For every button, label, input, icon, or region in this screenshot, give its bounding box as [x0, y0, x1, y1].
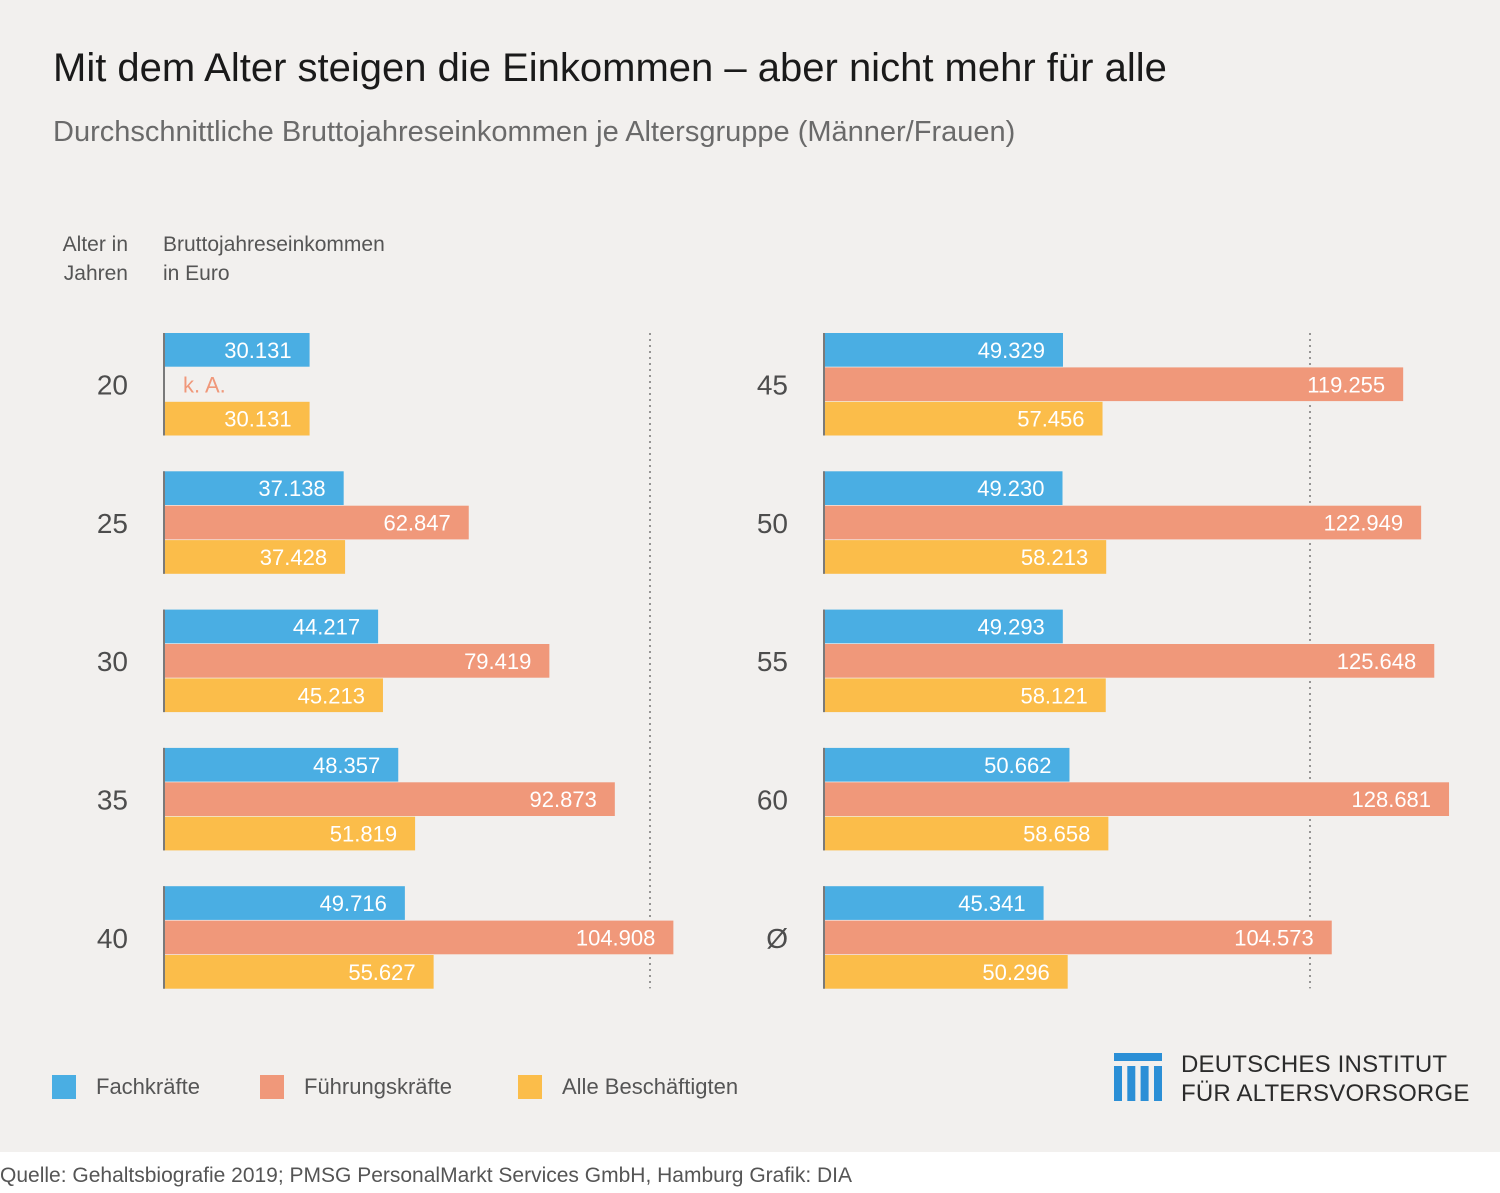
bar-55-1	[823, 644, 1435, 678]
dia-logo-icon	[1114, 1053, 1162, 1101]
income-axis-header: Bruttojahreseinkommen in Euro	[163, 230, 463, 288]
bar-20-2	[163, 401, 310, 436]
value-label: 37.428	[260, 545, 327, 570]
age-label-25: 25	[97, 508, 128, 539]
bar-40-2	[163, 955, 434, 989]
bar-Ø-1	[823, 920, 1332, 955]
chart-subtitle: Durchschnittliche Bruttojahreseinkommen …	[53, 116, 1016, 148]
value-label: 92.873	[530, 787, 597, 812]
value-label: 58.658	[1023, 822, 1090, 847]
value-label: 122.949	[1324, 511, 1404, 536]
legend-item-alle: Alle Beschäftigten	[518, 1074, 738, 1100]
value-label: 49.293	[978, 614, 1045, 639]
age-label-50: 50	[757, 508, 788, 539]
legend-label-fuehrungskraefte: Führungskräfte	[304, 1074, 452, 1099]
bar-30-0	[163, 609, 379, 644]
value-label: 49.716	[320, 891, 387, 916]
bar-40-0	[163, 886, 405, 920]
dia-logo-text: DEUTSCHES INSTITUT FÜR ALTERSVORSORGE	[1181, 1050, 1470, 1108]
bar-55-0	[823, 609, 1063, 644]
value-label: 128.681	[1352, 787, 1432, 812]
bar-55-2	[823, 678, 1106, 713]
income-header-line2: in Euro	[163, 262, 230, 285]
bar-Ø-0	[823, 886, 1044, 920]
legend-swatch-fuehrungskraefte	[260, 1075, 284, 1099]
age-label-40: 40	[97, 923, 128, 954]
value-label: 30.131	[224, 407, 291, 432]
value-label: 104.908	[576, 925, 656, 950]
age-header-line2: Jahren	[63, 262, 128, 285]
value-label: 51.819	[330, 822, 397, 847]
age-label-55: 55	[757, 646, 788, 677]
value-label: 50.296	[982, 960, 1049, 985]
logo-line1: DEUTSCHES INSTITUT	[1181, 1051, 1448, 1078]
value-label: 48.357	[313, 753, 380, 778]
value-label: 50.662	[984, 753, 1051, 778]
bar-45-2	[823, 401, 1103, 436]
value-label: 58.213	[1021, 545, 1088, 570]
value-label: 58.121	[1020, 683, 1087, 708]
value-label: 44.217	[293, 614, 360, 639]
income-header-line1: Bruttojahreseinkommen	[163, 233, 385, 256]
bar-25-1	[163, 505, 469, 540]
age-header-line1: Alter in	[62, 233, 128, 256]
bar-30-2	[163, 678, 383, 713]
value-label: 45.341	[958, 891, 1025, 916]
footer-band	[0, 1152, 1500, 1193]
legend-swatch-alle	[518, 1075, 542, 1099]
age-label-20: 20	[97, 370, 128, 401]
bar-25-0	[163, 471, 344, 505]
bar-60-0	[823, 747, 1070, 782]
legend-swatch-fachkraefte	[52, 1075, 76, 1099]
bar-35-1	[163, 782, 615, 816]
bar-35-0	[163, 747, 399, 782]
value-label: 45.213	[298, 683, 365, 708]
bar-50-2	[823, 540, 1107, 574]
legend-label-alle: Alle Beschäftigten	[562, 1074, 739, 1099]
bar-20-0	[163, 333, 310, 367]
bar-50-1	[823, 505, 1422, 540]
bar-Ø-2	[823, 955, 1068, 989]
value-label: 57.456	[1017, 407, 1084, 432]
value-label: 49.230	[977, 476, 1044, 501]
legend-label-fachkraefte: Fachkräfte	[96, 1074, 200, 1099]
logo-line2: FÜR ALTERSVORSORGE	[1181, 1080, 1470, 1107]
value-label: 104.573	[1234, 925, 1314, 950]
legend-item-fuehrungskraefte: Führungskräfte	[260, 1074, 452, 1100]
bar-45-1	[823, 367, 1404, 402]
chart-title: Mit dem Alter steigen die Einkommen – ab…	[53, 46, 1167, 90]
legend-item-fachkraefte: Fachkräfte	[52, 1074, 200, 1100]
bar-25-2	[163, 540, 346, 574]
value-label: 55.627	[348, 960, 415, 985]
value-label: 37.138	[258, 476, 325, 501]
value-label: 125.648	[1337, 649, 1417, 674]
age-label-60: 60	[757, 785, 788, 816]
age-axis-header: Alter in Jahren	[30, 230, 128, 288]
value-label: 30.131	[224, 338, 291, 363]
value-label-na: k. A.	[183, 372, 226, 397]
dia-logo: DEUTSCHES INSTITUT FÜR ALTERSVORSORGE	[1114, 1050, 1469, 1110]
value-label: 79.419	[464, 649, 531, 674]
bar-60-2	[823, 816, 1109, 851]
source-footer: Quelle: Gehaltsbiografie 2019; PMSG Pers…	[0, 1164, 852, 1187]
bar-45-0	[823, 333, 1063, 367]
bar-60-1	[823, 782, 1450, 816]
bar-30-1	[163, 644, 550, 678]
value-label: 119.255	[1307, 372, 1385, 397]
age-label-Ø: Ø	[766, 923, 788, 954]
value-label: 62.847	[383, 511, 450, 536]
age-label-30: 30	[97, 646, 128, 677]
value-label: 49.329	[978, 338, 1045, 363]
age-label-35: 35	[97, 785, 128, 816]
bar-35-2	[163, 816, 416, 851]
age-label-45: 45	[757, 370, 788, 401]
bar-50-0	[823, 471, 1063, 505]
bar-40-1	[163, 920, 674, 955]
